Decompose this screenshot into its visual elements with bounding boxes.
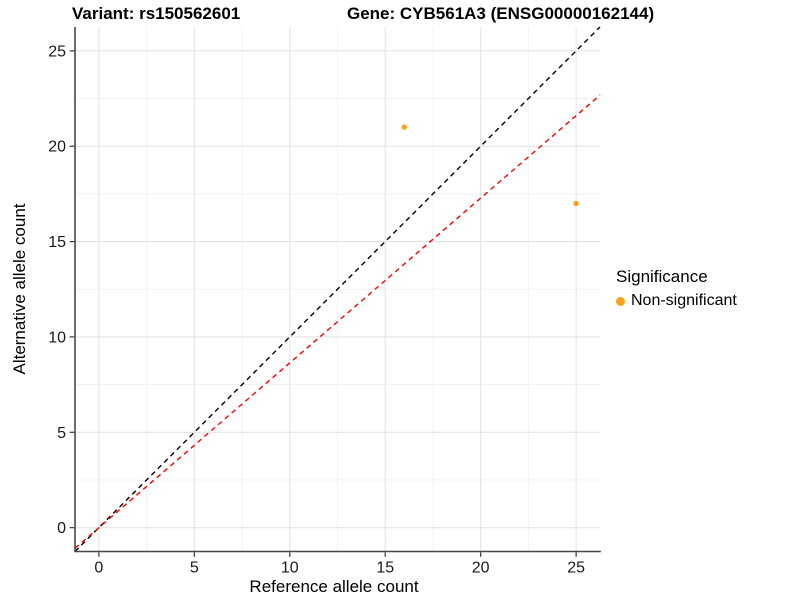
x-tick-label: 0 <box>94 560 103 577</box>
x-tick-label: 25 <box>567 560 585 577</box>
tick-marks <box>69 50 577 557</box>
plot-title-variant: Variant: rs150562601 <box>72 4 241 23</box>
y-tick-label: 0 <box>57 520 66 537</box>
x-tick-label: 20 <box>472 560 490 577</box>
y-axis-title: Alternative allele count <box>10 203 29 375</box>
identity-line <box>74 26 601 552</box>
major-gridlines <box>75 27 600 552</box>
axis-lines <box>74 27 601 553</box>
data-point <box>401 124 408 130</box>
legend-point-icon <box>616 296 625 306</box>
legend-item-label: Non-significant <box>631 292 737 309</box>
y-tick-label: 15 <box>48 234 66 251</box>
y-tick-label: 10 <box>48 329 66 346</box>
fit-line <box>74 94 601 549</box>
y-tick-label: 5 <box>57 425 66 442</box>
legend-item: Non-significant <box>616 292 737 310</box>
minor-gridlines <box>75 27 600 552</box>
legend: Significance Non-significant <box>616 267 737 310</box>
data-points <box>401 124 579 207</box>
plot-title-gene: Gene: CYB561A3 (ENSG00000162144) <box>347 4 655 23</box>
x-tick-label: 15 <box>376 560 394 577</box>
y-tick-label: 25 <box>48 43 66 60</box>
x-tick-label: 5 <box>190 560 199 577</box>
data-point <box>573 200 579 207</box>
x-tick-label: 10 <box>281 560 299 577</box>
y-tick-label: 20 <box>48 139 66 156</box>
tick-labels: 0 5 10 15 20 25 0 5 10 15 20 25 <box>48 43 585 576</box>
reference-lines <box>74 26 601 552</box>
x-axis-title: Reference allele count <box>249 577 419 596</box>
legend-title: Significance <box>616 267 708 286</box>
